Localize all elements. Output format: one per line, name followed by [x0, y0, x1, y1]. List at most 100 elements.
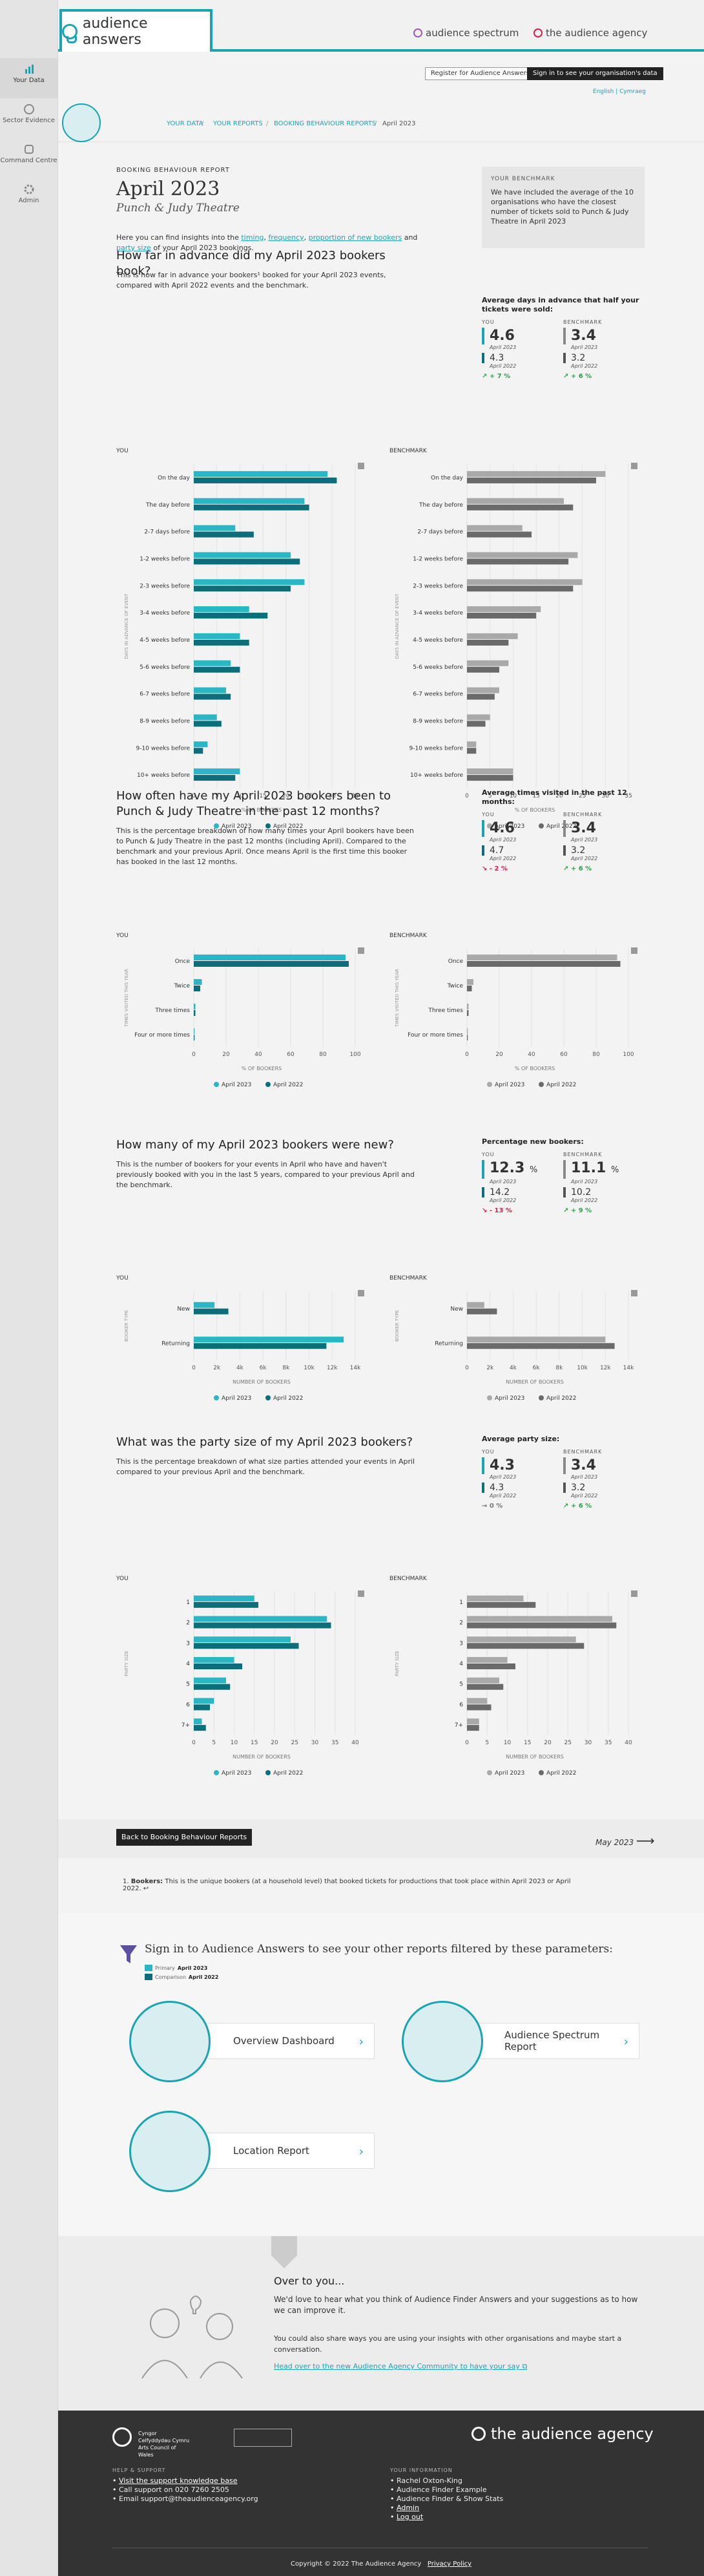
bar: [194, 477, 337, 483]
category-label: 4: [186, 1661, 190, 1667]
download-icon[interactable]: [358, 947, 364, 954]
admin-link[interactable]: Admin: [397, 2504, 420, 2512]
bar: [467, 1035, 468, 1040]
frequency-link[interactable]: frequency: [268, 233, 304, 242]
help-item[interactable]: Call support on 020 7260 2505: [112, 2486, 258, 2495]
period-label: April 2023: [571, 1474, 598, 1480]
new-bookers-link[interactable]: proportion of new bookers: [308, 233, 402, 242]
category-label: The day before: [145, 502, 190, 509]
bar: [194, 1677, 226, 1684]
breadcrumb-separator: /: [375, 120, 377, 127]
category-label: Twice: [174, 983, 191, 989]
help-item[interactable]: Visit the support knowledge base: [112, 2476, 258, 2486]
people-illustration-icon: [141, 2296, 243, 2379]
breadcrumb: [58, 103, 704, 142]
signin-button[interactable]: Sign in to see your organisation's data: [527, 67, 663, 80]
logout-link[interactable]: Log out: [397, 2513, 424, 2521]
x-tick-label: 60: [560, 1051, 568, 1058]
legend-swatch: [265, 1082, 271, 1087]
next-report-link[interactable]: May 2023 ⟶: [595, 1833, 655, 1848]
x-tick-label: 100: [349, 1051, 360, 1058]
bar: [194, 639, 249, 646]
info-item[interactable]: Log out: [390, 2513, 503, 2522]
category-label: 2: [459, 1620, 463, 1627]
section-description: This is the percentage breakdown of how …: [116, 827, 414, 866]
category-label: 6: [459, 1702, 463, 1708]
x-tick-label: 2k: [213, 1365, 221, 1371]
stat-you: YOU 4.6 April 2023 4.3 April 2022 ↗ + 7 …: [482, 319, 563, 380]
bar: [194, 470, 328, 477]
bar: [194, 1601, 258, 1608]
bar: [194, 1336, 344, 1343]
sidebar-item-sector-evidence[interactable]: Sector Evidence: [0, 98, 57, 138]
breadcrumb-your-reports[interactable]: YOUR REPORTS: [213, 120, 263, 127]
y-axis-label: TIMES VISITED THIS YEAR: [395, 969, 400, 1028]
sidebar-item-your-data[interactable]: Your Data: [0, 58, 57, 98]
param-label: Primary: [155, 1965, 175, 1971]
bar: [467, 666, 499, 673]
legend-swatch: [265, 1395, 271, 1400]
category-label: 9-10 weeks before: [136, 745, 191, 752]
timing-link[interactable]: timing: [241, 233, 264, 242]
feedback-text-2: You could also share ways you are using …: [274, 2334, 622, 2354]
download-icon[interactable]: [631, 1290, 637, 1296]
stat-panel: Percentage new bookers: YOU 12.3 % April…: [482, 1137, 645, 1214]
legend-label: April 2022: [273, 1082, 303, 1088]
bar: [194, 721, 222, 727]
product-logo[interactable]: audience answers: [59, 9, 212, 52]
x-tick-label: 40: [625, 1740, 632, 1746]
category-label: 1: [186, 1599, 190, 1606]
value: 3.4: [571, 328, 596, 344]
legend-label: April 2022: [546, 823, 576, 830]
language-switch[interactable]: English | Cymraeg: [592, 89, 646, 95]
bar-chart-benchmark: BENCHMARK DAYS IN ADVANCE OF EVENT 0 5 10 15 2…: [389, 448, 637, 830]
value: 4.6: [490, 820, 515, 836]
download-icon[interactable]: [631, 947, 637, 954]
sidebar-item-label: Your Data: [13, 77, 45, 84]
help-link[interactable]: Visit the support knowledge base: [119, 2476, 238, 2485]
bar: [194, 1698, 214, 1704]
privacy-link[interactable]: Privacy Policy: [427, 2560, 472, 2568]
y-axis-label: BOOKER TYPE: [395, 1310, 400, 1342]
info-item[interactable]: Admin: [390, 2504, 503, 2513]
party-size-link[interactable]: party size: [116, 244, 151, 252]
value: 4.6: [490, 328, 515, 344]
breadcrumb-your-data[interactable]: YOUR DATA: [167, 120, 203, 127]
x-tick-label: 25: [305, 793, 313, 799]
category-label: Returning: [435, 1340, 463, 1347]
download-icon[interactable]: [358, 463, 364, 469]
category-label: Three times: [428, 1008, 463, 1014]
bar-chart-benchmark: BENCHMARK PARTY SIZE 0 5 10 15 20 25 30 35 40 1 2 3 4 5…: [389, 1576, 637, 1777]
download-icon[interactable]: [358, 1590, 364, 1597]
category-label: 2-7 days before: [144, 529, 190, 536]
x-tick-label: 14k: [623, 1365, 634, 1371]
x-axis-label: NUMBER OF BOOKERS: [233, 1379, 291, 1385]
copyright: Copyright © 2022 The Audience Agency Pri…: [291, 2560, 471, 2568]
community-link[interactable]: Head over to the new Audience Agency Com…: [274, 2362, 527, 2371]
footnote: 1. Bookers: This is the unique bookers (…: [123, 1878, 575, 1892]
x-tick-label: 5: [212, 1740, 216, 1746]
help-item[interactable]: Email support@theaudienceagency.org: [112, 2495, 258, 2504]
stat-bench-prev: 3.2: [563, 1483, 645, 1493]
breadcrumb-booking-reports[interactable]: BOOKING BEHAVIOUR REPORTS: [274, 120, 377, 127]
audience-agency-link[interactable]: the audience agency: [533, 27, 647, 39]
x-tick-label: 40: [351, 1740, 359, 1746]
bar: [467, 613, 537, 619]
sidebar-item-command-centre[interactable]: Command Centre: [0, 138, 57, 178]
download-icon[interactable]: [631, 1590, 637, 1597]
stat-you-prev: 4.7: [482, 845, 563, 856]
legend-swatch: [265, 1770, 271, 1775]
download-icon[interactable]: [631, 463, 637, 469]
change-indicator: ↘ - 2 %: [482, 865, 508, 872]
register-button[interactable]: Register for Audience Answers: [425, 67, 535, 80]
category-label: 4-5 weeks before: [413, 637, 463, 644]
bar: [194, 586, 291, 592]
x-tick-label: 20: [222, 1051, 230, 1058]
audience-spectrum-link[interactable]: audience spectrum: [413, 27, 519, 39]
footer-brand[interactable]: the audience agency: [471, 2425, 654, 2443]
sidebar-item-admin[interactable]: Admin: [0, 178, 57, 218]
spectrum-illustration-icon: [402, 2001, 483, 2082]
download-icon[interactable]: [358, 1290, 364, 1296]
x-tick-label: 0: [192, 1365, 196, 1371]
back-button[interactable]: Back to Booking Behaviour Reports: [116, 1829, 253, 1846]
